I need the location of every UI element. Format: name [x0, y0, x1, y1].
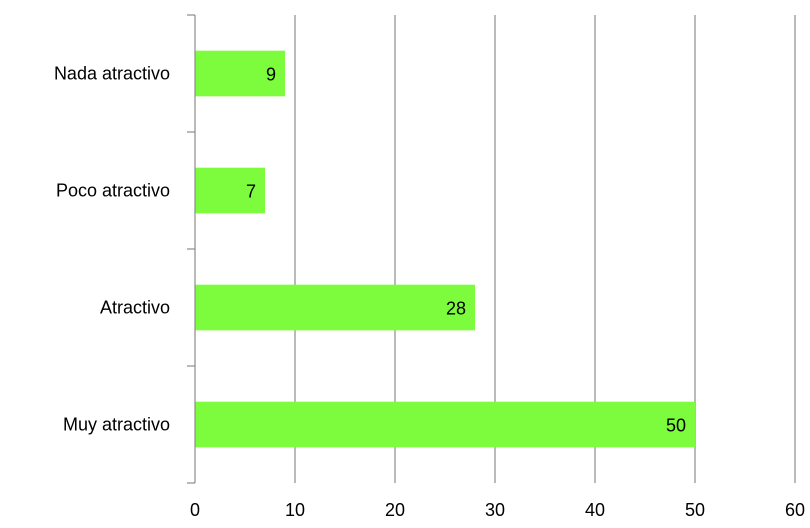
axes [187, 14, 196, 484]
bars [195, 50, 695, 448]
bar-nada-atractivo [195, 50, 285, 97]
category-label: Nada atractivo [54, 64, 170, 84]
x-tick-label: 0 [190, 500, 200, 520]
x-tick-label: 60 [785, 500, 805, 520]
data-label: 7 [246, 182, 256, 202]
category-label: Poco atractivo [56, 181, 170, 201]
data-label: 28 [446, 299, 466, 319]
x-tick-label: 50 [685, 500, 705, 520]
data-label: 50 [666, 416, 686, 436]
bar-muy-atractivo [195, 401, 695, 448]
x-tick-label: 30 [485, 500, 505, 520]
x-tick-label: 40 [585, 500, 605, 520]
x-tick-label: 10 [285, 500, 305, 520]
category-label: Atractivo [100, 298, 170, 318]
bar-atractivo [195, 284, 475, 331]
category-label: Muy atractivo [63, 415, 170, 435]
data-label: 9 [266, 65, 276, 85]
x-tick-label: 20 [385, 500, 405, 520]
bar-poco-atractivo [195, 167, 265, 214]
labels: 0 10 20 30 40 50 60 Nada atractivo 9 Poco atracti… [54, 64, 805, 521]
